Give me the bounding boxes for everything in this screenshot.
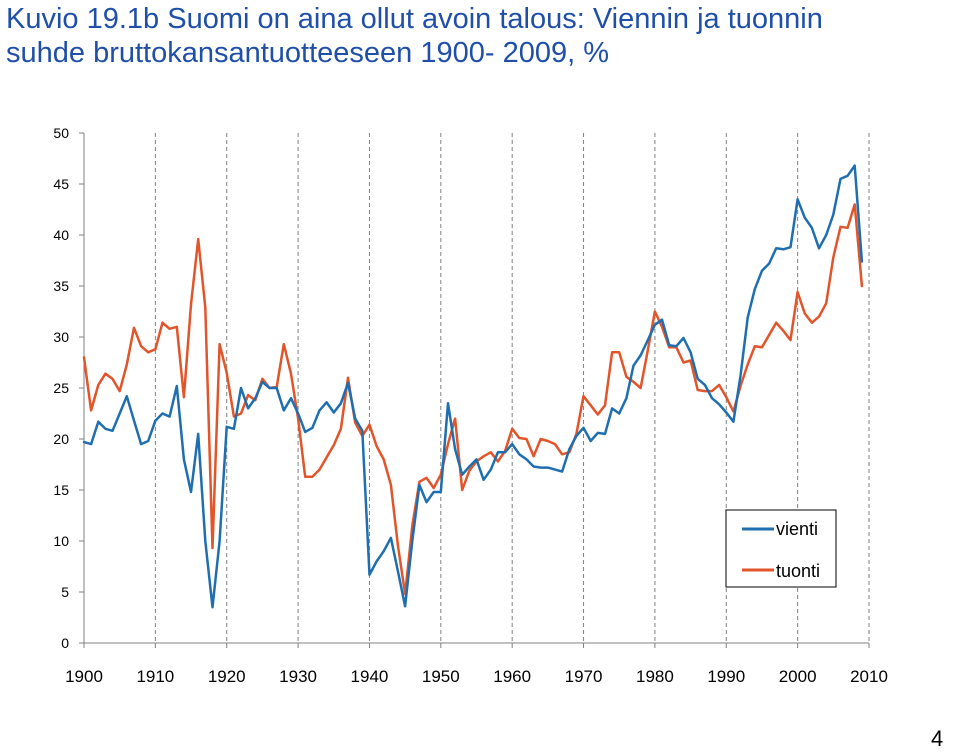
y-tick-label-20: 20 (53, 431, 69, 447)
grid-lines (154, 133, 870, 643)
chart-title-line-1: Kuvio 19.1b Suomi on aina ollut avoin ta… (6, 3, 823, 35)
y-tick-label-45: 45 (53, 176, 69, 192)
page-number: 4 (931, 726, 944, 751)
y-tick-label-25: 25 (53, 380, 69, 396)
data-series (82, 164, 864, 609)
x-tick-label-1930: 1930 (279, 667, 317, 686)
y-tick-label-15: 15 (53, 482, 69, 498)
x-tick-label-1950: 1950 (422, 667, 460, 686)
x-tick-labels: 1900 1910 1920 1930 1940 1950 1960 1970 1980 1990… (65, 667, 888, 686)
x-tick-label-1980: 1980 (636, 667, 674, 686)
legend-label-vienti: vienti (776, 519, 818, 539)
series-line-vienti (82, 164, 864, 609)
y-tick-label-0: 0 (61, 635, 69, 651)
chart-title: Kuvio 19.1b Suomi on aina ollut avoin ta… (6, 2, 956, 70)
y-tick-label-5: 5 (61, 584, 69, 600)
legend: vienti tuonti (725, 509, 837, 588)
y-tick-label-40: 40 (53, 227, 69, 243)
y-tick-labels: 0 5 10 15 20 25 30 35 40 45 50 (53, 125, 69, 651)
y-tick-label-50: 50 (53, 125, 69, 141)
x-tick-label-1940: 1940 (351, 667, 389, 686)
chart-title-line-2: suhde bruttokansantuotteeseen 1900- 2009… (6, 37, 610, 69)
y-tick-label-10: 10 (53, 533, 69, 549)
x-tick-label-1910: 1910 (136, 667, 174, 686)
x-tick-label-1920: 1920 (208, 667, 246, 686)
x-tick-label-1960: 1960 (493, 667, 531, 686)
axes (79, 132, 870, 648)
x-tick-label-2010: 2010 (850, 667, 888, 686)
series-line-tuonti (82, 203, 864, 596)
y-tick-label-35: 35 (53, 278, 69, 294)
x-tick-label-1900: 1900 (65, 667, 103, 686)
y-tick-label-30: 30 (53, 329, 69, 345)
x-tick-label-1990: 1990 (707, 667, 745, 686)
x-tick-label-1970: 1970 (565, 667, 603, 686)
legend-label-tuonti: tuonti (776, 561, 820, 581)
legend-box (725, 509, 837, 588)
x-tick-label-2000: 2000 (779, 667, 817, 686)
